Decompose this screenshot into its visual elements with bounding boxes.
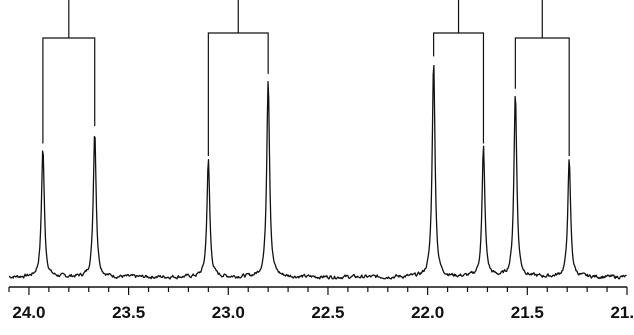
- x-tick-label: 23.0: [212, 303, 245, 322]
- x-tick-label: 21.0: [610, 303, 634, 322]
- x-tick-label: 24.0: [12, 303, 45, 322]
- bracket-isomer-b: Isomer B: [207, 0, 485, 157]
- x-axis-tick-labels: 24.0 23.5 23.0 22.5 22.0 21.5 21.0: [12, 303, 634, 322]
- x-tick-label: 22.0: [411, 303, 444, 322]
- bracket-isomer-a: Isomer A: [42, 0, 570, 157]
- isomer-connector: [237, 0, 460, 34]
- x-tick-label: 21.5: [511, 303, 544, 322]
- x-tick-label: 23.5: [112, 303, 145, 322]
- x-axis-ticks: [8, 287, 628, 295]
- x-tick-label: 22.5: [311, 303, 344, 322]
- isomer-connector: [68, 0, 543, 38]
- peak-pair-bracket: [42, 37, 96, 144]
- peak-pair-bracket: [207, 32, 269, 157]
- peak-pair-bracket: [514, 37, 570, 157]
- peak-pair-bracket: [433, 32, 485, 144]
- isomer-brackets: Isomer AIsomer B: [42, 0, 570, 157]
- spectrum-trace: [8, 64, 627, 280]
